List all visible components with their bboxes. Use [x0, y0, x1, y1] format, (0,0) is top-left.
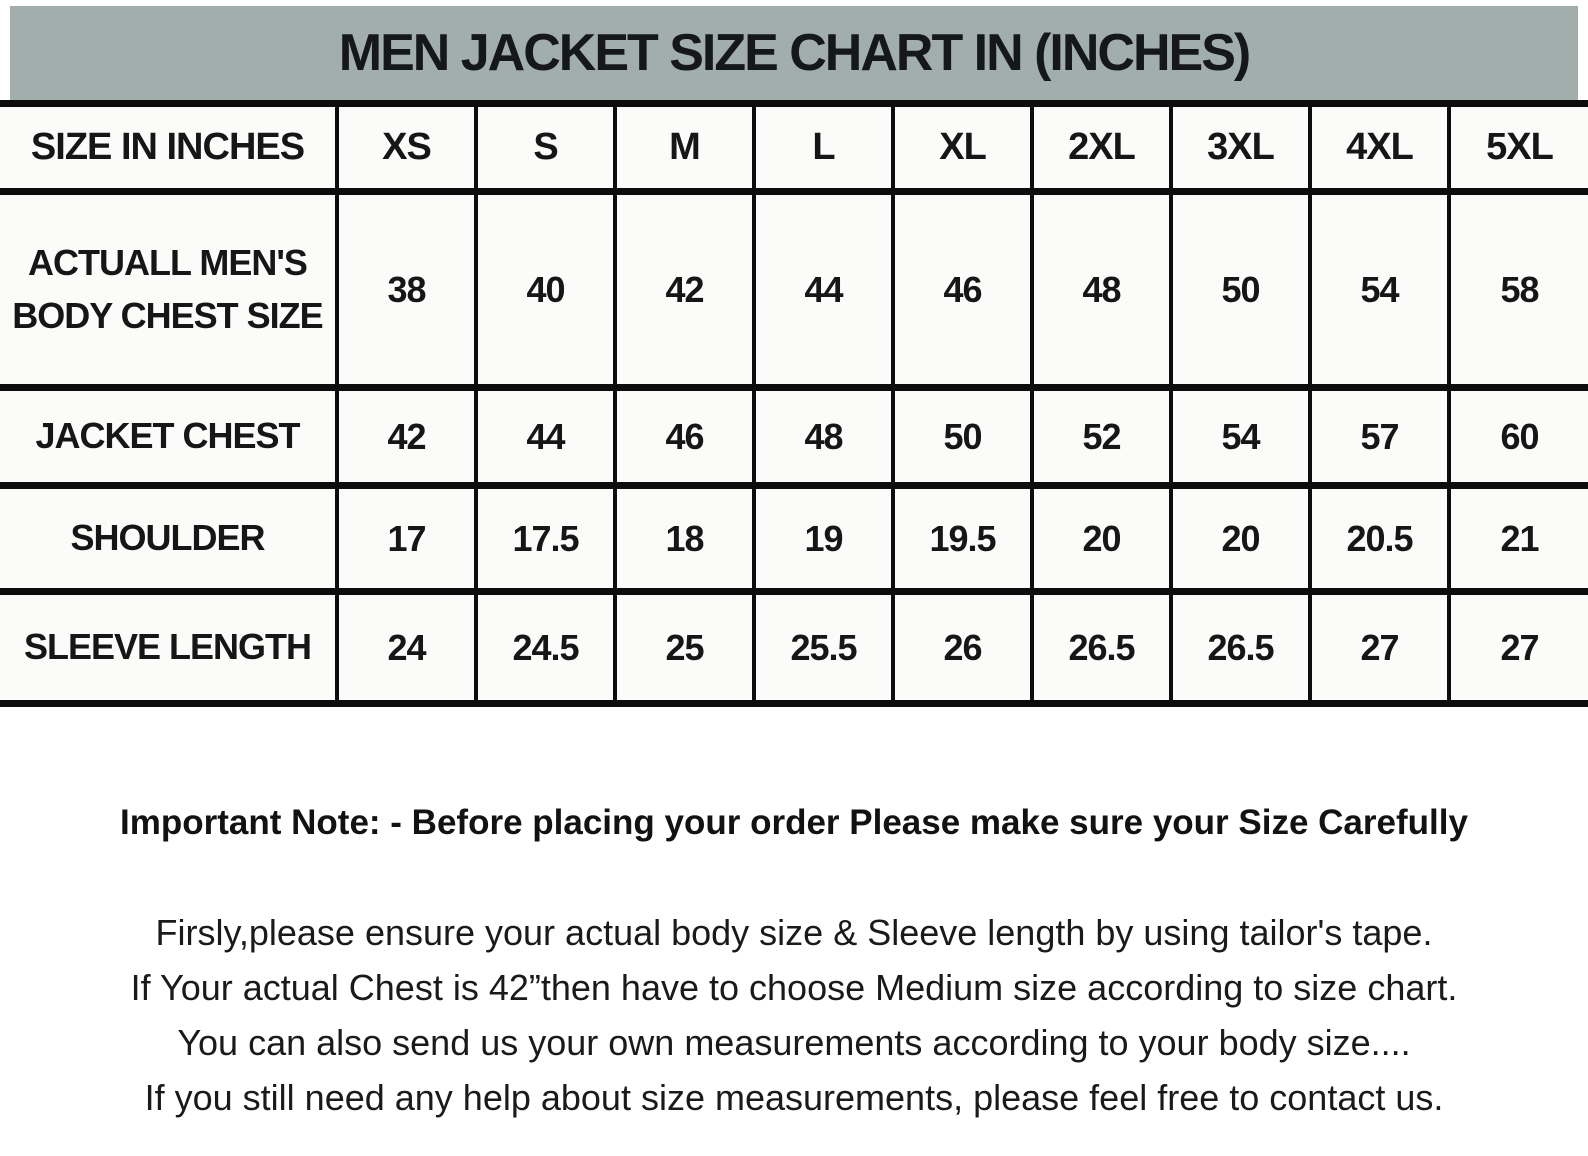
size-cell: 44: [474, 384, 617, 489]
size-cell: 60: [1447, 384, 1588, 489]
header-3xl: 3XL: [1169, 100, 1312, 195]
size-cell: 17.5: [474, 482, 617, 595]
instructions: Firsly,please ensure your actual body si…: [0, 905, 1588, 1125]
size-cell: 42: [335, 384, 478, 489]
size-cell: 50: [1169, 188, 1312, 391]
size-cell: 27: [1308, 588, 1451, 707]
row-sleeve-length: SLEEVE LENGTH 24 24.5 25 25.5 26 26.5 26…: [0, 588, 1588, 707]
header-l: L: [752, 100, 895, 195]
size-cell: 26.5: [1169, 588, 1312, 707]
chart-title: MEN JACKET SIZE CHART IN (INCHES): [10, 6, 1578, 100]
header-2xl: 2XL: [1030, 100, 1173, 195]
header-xs: XS: [335, 100, 478, 195]
instruction-line: If Your actual Chest is 42”then have to …: [130, 967, 1458, 1008]
size-cell: 17: [335, 482, 478, 595]
header-size-in-inches: SIZE IN INCHES: [0, 100, 339, 195]
size-cell: 50: [891, 384, 1034, 489]
size-cell: 38: [335, 188, 478, 391]
size-cell: 26: [891, 588, 1034, 707]
size-cell: 20.5: [1308, 482, 1451, 595]
size-cell: 26.5: [1030, 588, 1173, 707]
size-cell: 40: [474, 188, 617, 391]
row-label-jacket-chest: JACKET CHEST: [0, 384, 339, 489]
size-cell: 46: [613, 384, 756, 489]
size-cell: 48: [1030, 188, 1173, 391]
header-s: S: [474, 100, 617, 195]
size-cell: 57: [1308, 384, 1451, 489]
notes-section: Important Note: - Before placing your or…: [0, 803, 1588, 1125]
header-5xl: 5XL: [1447, 100, 1588, 195]
size-cell: 21: [1447, 482, 1588, 595]
size-cell: 19.5: [891, 482, 1034, 595]
row-jacket-chest: JACKET CHEST 42 44 46 48 50 52 54 57 60: [0, 384, 1588, 489]
header-4xl: 4XL: [1308, 100, 1451, 195]
size-table: SIZE IN INCHES XS S M L XL 2XL 3XL 4XL 5…: [0, 100, 1588, 707]
size-cell: 48: [752, 384, 895, 489]
instruction-line: Firsly,please ensure your actual body si…: [155, 912, 1433, 953]
size-cell: 24: [335, 588, 478, 707]
row-shoulder: SHOULDER 17 17.5 18 19 19.5 20 20 20.5 2…: [0, 482, 1588, 595]
size-cell: 18: [613, 482, 756, 595]
row-label-sleeve-length: SLEEVE LENGTH: [0, 588, 339, 707]
size-cell: 27: [1447, 588, 1588, 707]
size-cell: 44: [752, 188, 895, 391]
instruction-line: You can also send us your own measuremen…: [177, 1022, 1411, 1063]
size-cell: 20: [1030, 482, 1173, 595]
header-xl: XL: [891, 100, 1034, 195]
size-cell: 24.5: [474, 588, 617, 707]
row-actual-body-chest: ACTUALL MEN'S BODY CHEST SIZE 38 40 42 4…: [0, 188, 1588, 391]
size-cell: 20: [1169, 482, 1312, 595]
size-cell: 54: [1308, 188, 1451, 391]
size-cell: 54: [1169, 384, 1312, 489]
size-header-row: SIZE IN INCHES XS S M L XL 2XL 3XL 4XL 5…: [0, 100, 1588, 195]
instruction-line: If you still need any help about size me…: [144, 1077, 1444, 1118]
size-cell: 25.5: [752, 588, 895, 707]
size-cell: 25: [613, 588, 756, 707]
size-cell: 19: [752, 482, 895, 595]
important-note: Important Note: - Before placing your or…: [120, 803, 1468, 842]
size-cell: 52: [1030, 384, 1173, 489]
row-label-actual-body-chest: ACTUALL MEN'S BODY CHEST SIZE: [0, 188, 339, 391]
size-cell: 42: [613, 188, 756, 391]
header-m: M: [613, 100, 756, 195]
size-cell: 58: [1447, 188, 1588, 391]
row-label-shoulder: SHOULDER: [0, 482, 339, 595]
size-cell: 46: [891, 188, 1034, 391]
